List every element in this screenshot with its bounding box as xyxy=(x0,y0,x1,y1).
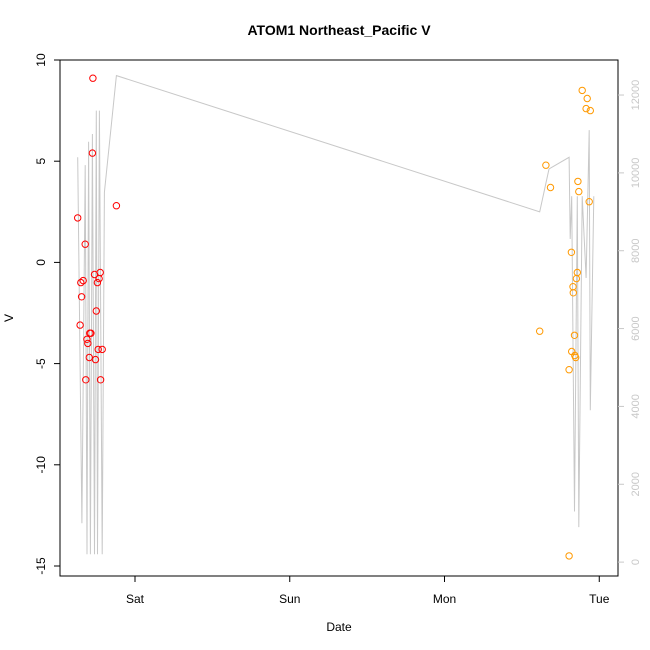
y-axis: 10 5 0 -5 -10 -15 xyxy=(34,53,60,575)
data-point xyxy=(574,177,582,186)
data-point xyxy=(77,278,85,287)
data-point xyxy=(567,248,576,257)
data-point xyxy=(542,161,550,169)
data-point xyxy=(96,376,105,384)
right-y-axis: 0 2000 4000 6000 8000 10000 12000 xyxy=(618,80,642,565)
right-y-tick-label: 8000 xyxy=(630,238,642,262)
data-point xyxy=(569,289,577,297)
right-y-tick-label: 12000 xyxy=(630,80,642,111)
data-point xyxy=(93,278,102,287)
data-point xyxy=(582,104,590,113)
x-axis: Sat Sun Mon Tue xyxy=(126,576,610,606)
x-tick-label: Mon xyxy=(433,592,456,606)
y-tick-label: -15 xyxy=(34,557,48,575)
data-point xyxy=(98,345,106,354)
data-point xyxy=(88,149,97,157)
right-axis-line-series xyxy=(77,74,595,555)
series-line xyxy=(77,74,595,555)
data-point xyxy=(79,276,87,285)
data-point xyxy=(586,106,594,115)
data-point xyxy=(87,329,95,337)
y-tick-label: 10 xyxy=(34,53,48,67)
x-tick-label: Tue xyxy=(589,592,610,606)
data-point xyxy=(81,240,89,248)
data-point xyxy=(536,327,544,335)
data-point xyxy=(74,214,82,222)
y-tick-label: 5 xyxy=(34,158,48,165)
data-point xyxy=(82,376,90,384)
x-tick-label: Sun xyxy=(279,592,300,606)
data-point xyxy=(546,183,555,192)
data-point xyxy=(76,321,84,329)
right-y-tick-label: 2000 xyxy=(630,472,642,496)
right-y-tick-label: 10000 xyxy=(630,158,642,189)
data-point xyxy=(565,552,573,560)
data-point xyxy=(83,335,91,343)
chart-title: ATOM1 Northeast_Pacific V xyxy=(247,22,431,38)
data-point xyxy=(585,198,593,206)
y-axis-label: V xyxy=(2,314,16,322)
data-point xyxy=(572,353,580,362)
data-point xyxy=(573,268,581,277)
data-point xyxy=(77,293,86,301)
data-point xyxy=(565,366,573,374)
data-point xyxy=(84,339,92,348)
scatter-points xyxy=(74,74,594,560)
right-y-tick-label: 6000 xyxy=(630,316,642,340)
data-point xyxy=(112,202,121,210)
y-tick-label: -10 xyxy=(34,456,48,474)
right-y-tick-label: 4000 xyxy=(630,394,642,418)
data-point xyxy=(583,94,591,103)
plot-frame xyxy=(59,59,619,577)
y-tick-label: -5 xyxy=(34,358,48,369)
data-point xyxy=(575,187,583,196)
data-point xyxy=(89,74,97,82)
data-point xyxy=(94,345,102,354)
x-tick-label: Sat xyxy=(126,592,145,606)
x-axis-label: Date xyxy=(326,620,352,634)
data-point xyxy=(96,268,104,277)
data-point xyxy=(92,307,101,315)
data-point xyxy=(91,355,100,364)
data-point xyxy=(578,86,586,95)
right-y-tick-label: 0 xyxy=(630,559,642,565)
y-tick-label: 0 xyxy=(34,259,48,266)
data-point xyxy=(570,331,579,339)
